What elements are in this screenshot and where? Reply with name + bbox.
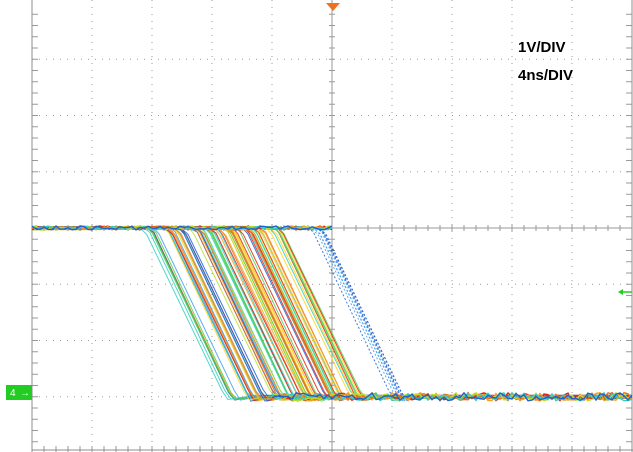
vertical-scale-label: 1V/DIV — [518, 39, 566, 56]
waveforms — [31, 225, 633, 402]
right-level-marker — [618, 289, 632, 295]
channel-4-marker-box — [6, 385, 32, 400]
waveform-trace — [31, 227, 633, 402]
time-scale-label: 4ns/DIV — [518, 67, 573, 84]
waveform-trace — [31, 226, 633, 401]
low-level-noise — [271, 391, 633, 402]
trigger-position-marker — [326, 3, 340, 11]
high-level-noise — [31, 225, 333, 231]
channel-4-ground-marker: 4 → — [6, 385, 32, 400]
right-level-arrow-head — [618, 289, 623, 295]
waveform-trace — [31, 226, 633, 400]
channel-4-marker-label: 4 — [10, 388, 16, 399]
low-level-noise — [271, 391, 633, 402]
channel-4-marker-arrow: → — [20, 388, 30, 399]
